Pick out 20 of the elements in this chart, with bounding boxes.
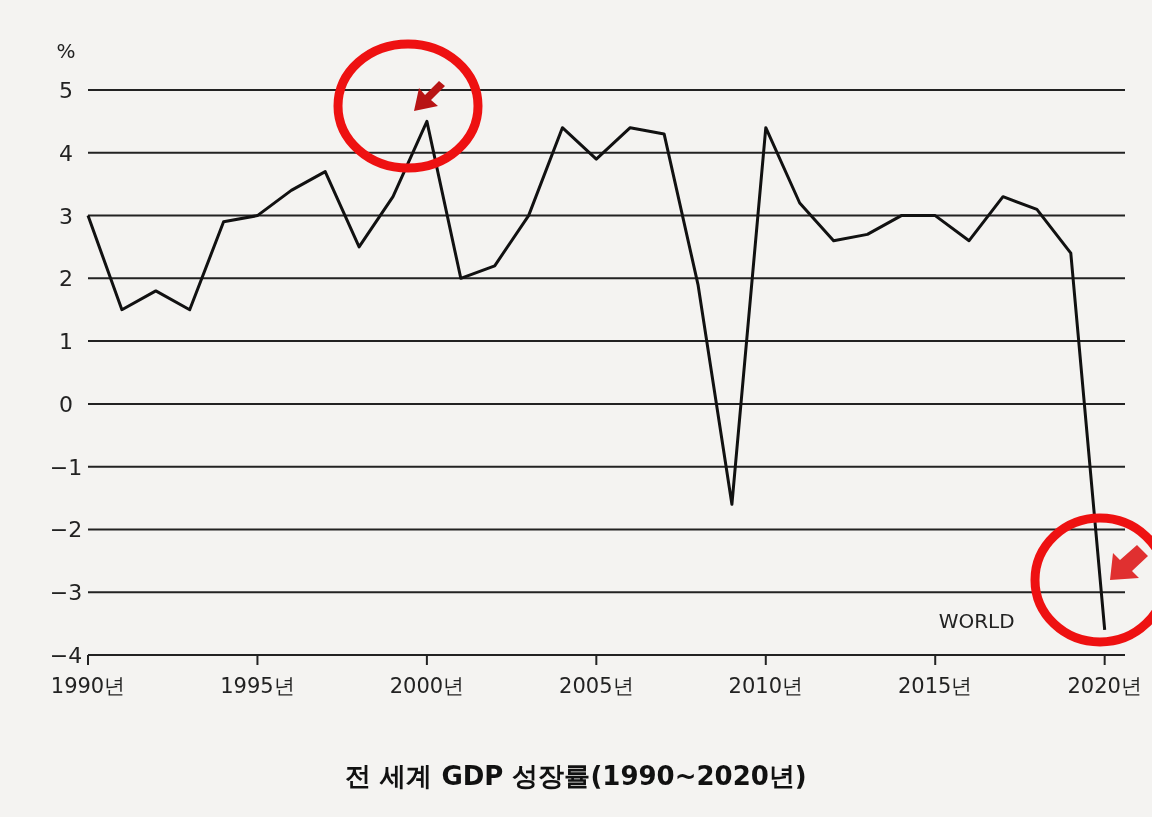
y-tick-label: −4	[49, 643, 83, 668]
x-tick-label: 2000년	[389, 674, 465, 698]
y-tick-label: −1	[49, 454, 83, 480]
y-tick-label: −2	[49, 517, 83, 543]
x-tick-label: 1990년	[50, 674, 126, 698]
y-tick-label: 4	[59, 140, 73, 166]
x-tick-label: 2010년	[728, 674, 803, 698]
y-tick-label: 2	[59, 266, 73, 292]
text: WORLD	[938, 608, 1015, 633]
y-tick-label: 0	[59, 391, 73, 417]
y-tick-label: −3	[49, 580, 83, 606]
x-tick-label: 2020년	[1067, 674, 1142, 698]
x-tick-label: 2005년	[559, 674, 634, 698]
y-axis-title: %	[56, 39, 76, 63]
y-tick-label: 5	[59, 78, 73, 103]
y-tick-label: 3	[59, 203, 73, 229]
text: 전 세계 GDP 성장률(1990~2020년)	[345, 761, 807, 791]
x-tick-label: 1995년	[220, 674, 295, 698]
y-tick-label: 1	[59, 329, 73, 355]
x-tick-label: 2015년	[898, 674, 973, 698]
